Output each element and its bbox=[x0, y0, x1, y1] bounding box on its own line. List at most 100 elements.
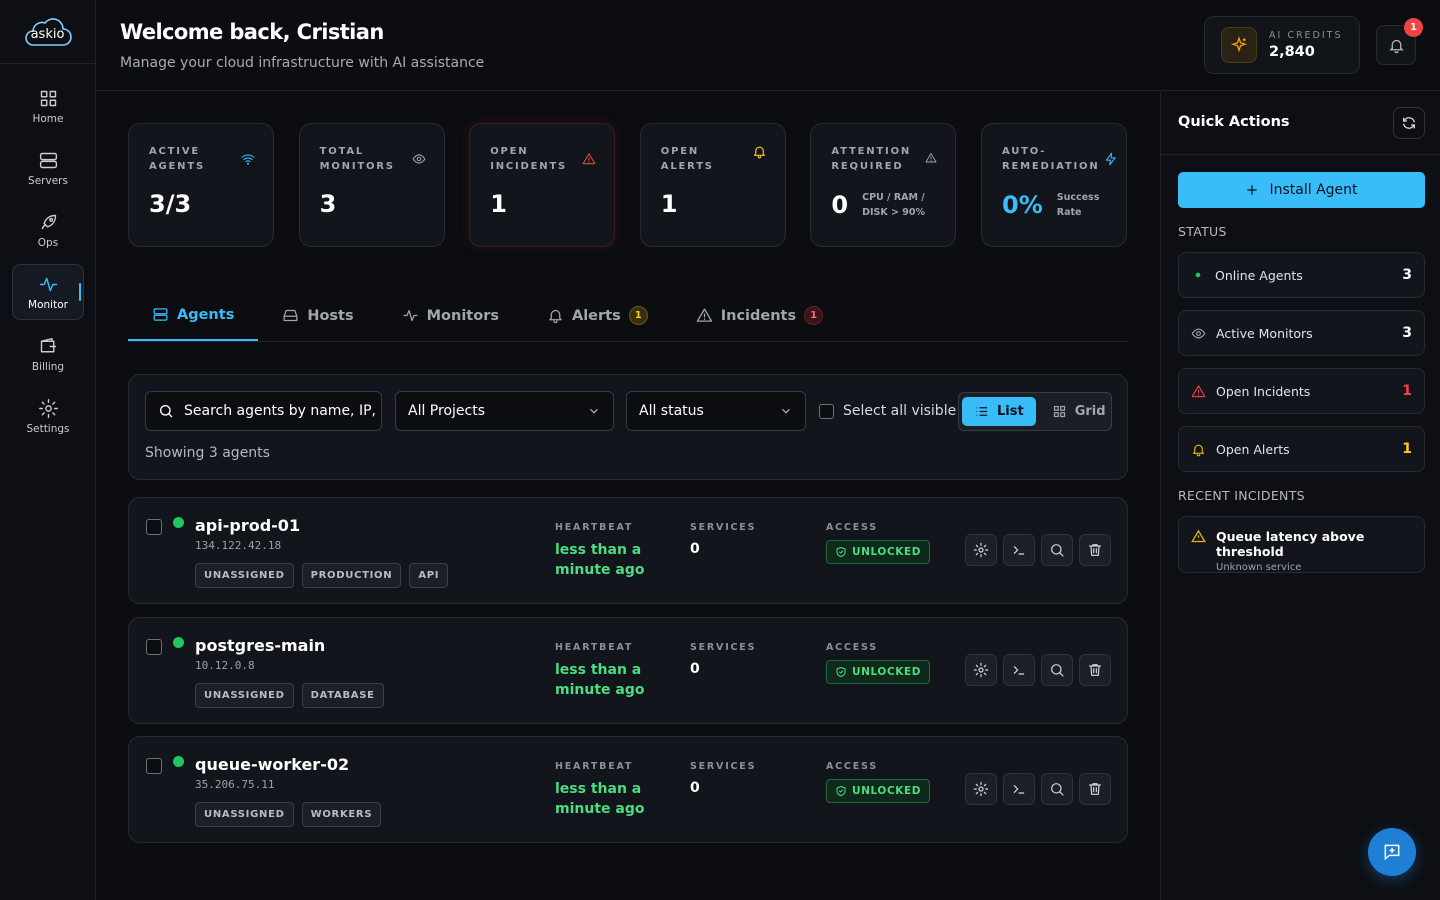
icon-shape bbox=[1013, 546, 1025, 555]
column-header: HEARTBEAT bbox=[555, 761, 634, 772]
icon-shape bbox=[49, 90, 56, 97]
action-button[interactable] bbox=[1041, 534, 1073, 566]
icon-shape bbox=[1053, 405, 1059, 411]
nav-item[interactable]: Monitor bbox=[12, 264, 84, 320]
tab-label: Monitors bbox=[426, 307, 499, 324]
header: Welcome back, Cristian Manage your cloud… bbox=[96, 0, 1440, 91]
checkbox[interactable] bbox=[819, 403, 834, 419]
tab-badge: 1 bbox=[628, 306, 648, 325]
icon-shape bbox=[1053, 412, 1059, 418]
icon-shape bbox=[39, 152, 57, 160]
action-button[interactable] bbox=[965, 773, 997, 805]
icon bbox=[1013, 665, 1025, 675]
status-item[interactable]: Open Alerts 1 bbox=[1178, 426, 1425, 472]
tab[interactable]: Agents bbox=[128, 290, 259, 341]
stat-value: 1 bbox=[490, 190, 507, 218]
action-button[interactable] bbox=[1079, 534, 1111, 566]
refresh-button[interactable] bbox=[1393, 107, 1425, 139]
search-input[interactable]: Search agents by name, IP, p bbox=[145, 391, 382, 431]
icon-shape bbox=[696, 308, 712, 322]
agent-row[interactable]: postgres-main 10.12.0.8 UNASSIGNED DATABA… bbox=[128, 616, 1128, 724]
list-icon bbox=[976, 407, 988, 416]
icon bbox=[1089, 783, 1101, 795]
icon-shape bbox=[582, 153, 596, 165]
tab-badge: 1 bbox=[804, 306, 824, 325]
tags: UNASSIGNED DATABASE bbox=[195, 682, 384, 708]
action-button[interactable] bbox=[1003, 773, 1035, 805]
nav-label: Servers bbox=[28, 174, 68, 187]
ai-credits[interactable]: AI CREDITS 2,840 bbox=[1204, 16, 1360, 74]
access-badge: UNLOCKED bbox=[826, 659, 931, 684]
tag: UNASSIGNED bbox=[195, 802, 294, 827]
stat-value: 0% bbox=[1002, 191, 1043, 219]
status-value: All status bbox=[639, 403, 704, 419]
agent-row[interactable]: queue-worker-02 35.206.75.11 UNASSIGNED W… bbox=[128, 736, 1128, 843]
icon bbox=[1089, 544, 1101, 556]
tab[interactable]: Hosts bbox=[258, 290, 377, 341]
icon-shape bbox=[549, 309, 562, 321]
nav-item[interactable]: Settings bbox=[12, 388, 84, 444]
status-item[interactable]: Open Incidents 1 bbox=[1178, 368, 1425, 414]
nav-item[interactable]: Billing bbox=[12, 326, 84, 382]
action-button[interactable] bbox=[1079, 653, 1111, 686]
agent-ip: 10.12.0.8 bbox=[195, 658, 255, 672]
tab[interactable]: Alerts 1 bbox=[523, 290, 672, 341]
stat-icon bbox=[1104, 152, 1118, 166]
icon-shape bbox=[973, 542, 989, 558]
stat-card: OPEN INCIDENTS 1 bbox=[469, 123, 616, 247]
action-button[interactable] bbox=[1041, 773, 1073, 805]
icon bbox=[1089, 663, 1101, 676]
list-view-button[interactable]: List bbox=[962, 397, 1036, 426]
search-icon bbox=[160, 405, 173, 418]
icon-shape bbox=[153, 308, 168, 315]
icon bbox=[40, 337, 56, 352]
filter-panel: Search agents by name, IP, p All Project… bbox=[128, 374, 1128, 480]
action-button[interactable] bbox=[1041, 653, 1073, 686]
agent-ip: 35.206.75.11 bbox=[195, 778, 275, 791]
incident-card[interactable]: Queue latency above threshold Unknown se… bbox=[1178, 516, 1425, 573]
checkbox[interactable] bbox=[146, 758, 162, 774]
grid-view-button[interactable]: Grid bbox=[1040, 397, 1118, 426]
checkbox[interactable] bbox=[146, 638, 162, 655]
nav-item[interactable]: Servers bbox=[12, 140, 84, 196]
project-select[interactable]: All Projects bbox=[395, 391, 614, 431]
notifications-button[interactable]: 1 bbox=[1376, 18, 1423, 65]
action-button[interactable] bbox=[1003, 534, 1035, 566]
nav-item[interactable]: Ops bbox=[12, 202, 84, 258]
section-heading: STATUS bbox=[1178, 224, 1227, 239]
agent-row[interactable]: api-prod-01 134.122.42.18 UNASSIGNED PROD… bbox=[128, 497, 1128, 604]
nav-item[interactable]: Home bbox=[12, 78, 84, 134]
icon-shape bbox=[757, 155, 762, 159]
tab-label: Hosts bbox=[307, 307, 354, 324]
status-dot bbox=[173, 517, 184, 528]
tab-label: Alerts bbox=[571, 307, 621, 324]
action-button[interactable] bbox=[1003, 653, 1035, 686]
action-button[interactable] bbox=[965, 653, 997, 686]
icon-shape bbox=[978, 786, 984, 792]
services: 0 bbox=[690, 541, 700, 557]
icon-shape bbox=[1196, 330, 1201, 336]
icon-shape bbox=[836, 786, 846, 796]
tab[interactable]: Incidents 1 bbox=[672, 290, 847, 341]
icon bbox=[973, 542, 989, 558]
select-all[interactable]: Select all visible bbox=[819, 391, 956, 431]
status-select[interactable]: All status bbox=[626, 391, 806, 431]
stat-card: OPEN ALERTS 1 bbox=[639, 123, 786, 247]
stat-row: 3/3 bbox=[149, 190, 255, 218]
tab[interactable]: Monitors bbox=[378, 290, 523, 341]
install-agent-button[interactable]: Install Agent bbox=[1178, 172, 1425, 208]
action-button[interactable] bbox=[1079, 773, 1111, 805]
services: 0 bbox=[690, 660, 700, 677]
action-button[interactable] bbox=[965, 534, 997, 566]
icon-shape bbox=[41, 214, 56, 229]
logo[interactable]: askio bbox=[0, 0, 95, 64]
status-value: 3 bbox=[1402, 325, 1412, 341]
checkbox[interactable] bbox=[146, 519, 162, 535]
stat-head: ATTENTION REQUIRED bbox=[831, 144, 937, 174]
chat-button[interactable] bbox=[1368, 828, 1416, 876]
status-item[interactable]: Online Agents 3 bbox=[1178, 252, 1425, 298]
status-item[interactable]: Active Monitors 3 bbox=[1178, 310, 1425, 356]
stat-value: 0 bbox=[831, 191, 849, 219]
nav-label: Settings bbox=[26, 422, 70, 435]
